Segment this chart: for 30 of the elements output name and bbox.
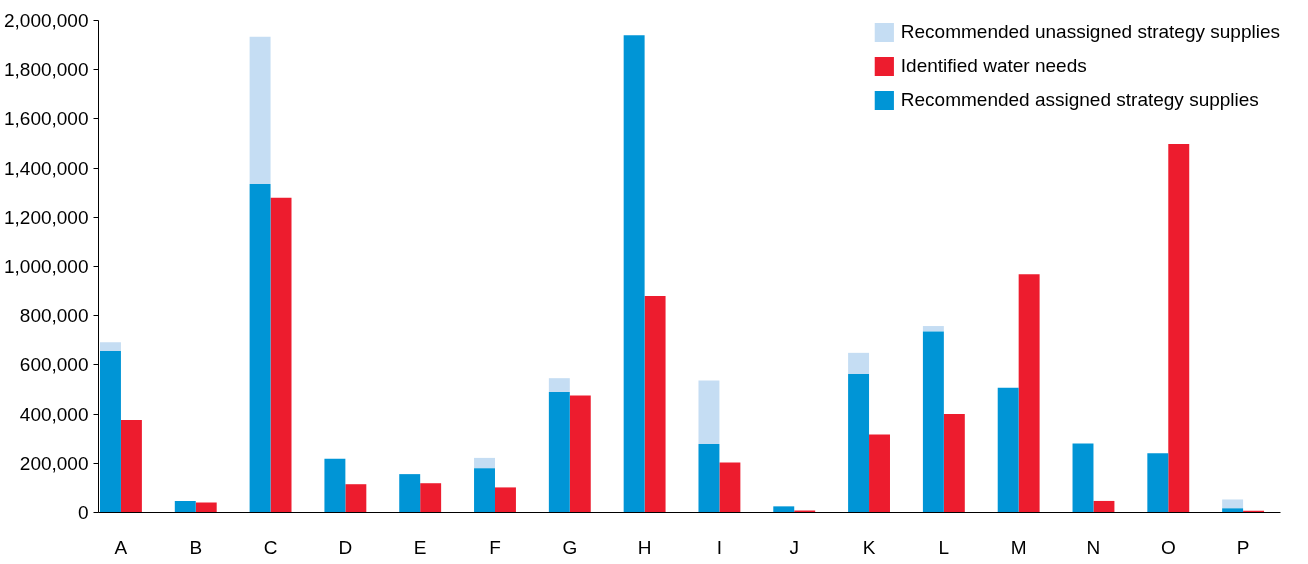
legend-label: Identified water needs bbox=[900, 55, 1087, 77]
x-tick-label: H bbox=[637, 536, 652, 558]
x-tick-label: P bbox=[1236, 536, 1250, 558]
x-tick-label: K bbox=[862, 536, 876, 558]
x-tick-label: B bbox=[189, 536, 203, 558]
x-tick-label: O bbox=[1160, 536, 1176, 558]
x-tick-label: C bbox=[263, 536, 278, 558]
x-tick-label: N bbox=[1086, 536, 1101, 558]
legend-label: Recommended assigned strategy supplies bbox=[900, 89, 1259, 111]
x-tick-label: J bbox=[789, 536, 799, 558]
x-tick-label: D bbox=[338, 536, 353, 558]
x-tick-label: M bbox=[1010, 536, 1027, 558]
y-tick-label: 1,400,000 bbox=[3, 157, 89, 179]
y-tick-label: 600,000 bbox=[19, 354, 89, 376]
y-tick-label: 400,000 bbox=[19, 403, 89, 425]
y-tick-label: 1,800,000 bbox=[3, 59, 89, 81]
y-tick-label: 0 bbox=[77, 502, 89, 523]
y-tick-label: 200,000 bbox=[19, 452, 89, 474]
y-tick-label: 1,600,000 bbox=[3, 108, 89, 130]
x-tick-label: I bbox=[716, 536, 723, 558]
legend-label: Recommended unassigned strategy supplies bbox=[900, 21, 1280, 43]
y-tick-label: 2,000,000 bbox=[3, 10, 89, 31]
y-tick-label: 1,000,000 bbox=[3, 256, 89, 277]
x-tick-label: L bbox=[938, 536, 950, 558]
x-tick-label: A bbox=[114, 536, 128, 558]
y-tick-label: 1,200,000 bbox=[3, 206, 89, 228]
x-tick-label: G bbox=[562, 536, 578, 558]
y-tick-label: 800,000 bbox=[19, 305, 89, 327]
x-tick-label: F bbox=[489, 536, 501, 558]
x-tick-label: E bbox=[413, 536, 427, 558]
